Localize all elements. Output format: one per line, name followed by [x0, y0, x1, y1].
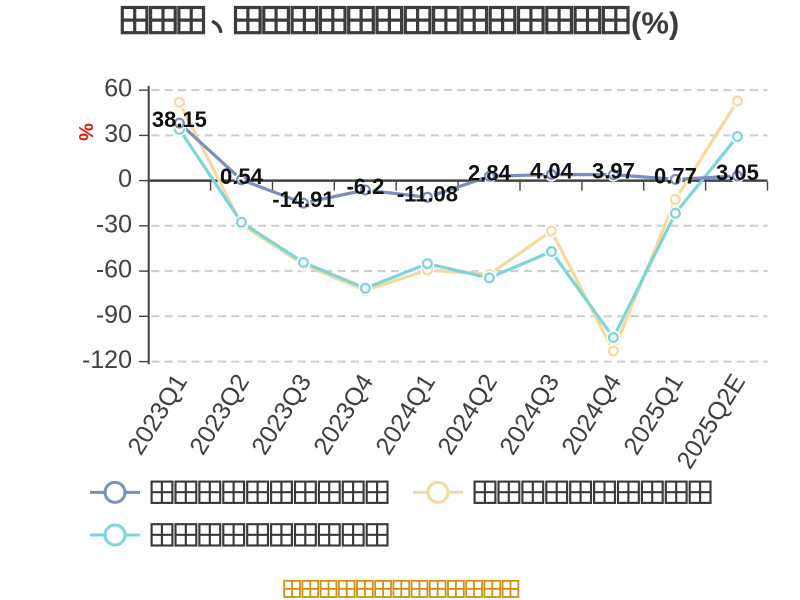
svg-text:2023Q2: 2023Q2 [184, 369, 255, 459]
svg-text:60: 60 [104, 75, 132, 103]
svg-text:(%): (%) [631, 6, 679, 41]
svg-text:0.54: 0.54 [220, 164, 264, 189]
svg-text:3.97: 3.97 [592, 159, 635, 184]
svg-text:0.77: 0.77 [654, 163, 697, 188]
svg-text:-30: -30 [96, 210, 132, 238]
svg-text:2023Q1: 2023Q1 [122, 369, 193, 459]
svg-text:-14.91: -14.91 [272, 187, 334, 212]
svg-text:38.15: 38.15 [152, 107, 207, 132]
svg-text:-6.2: -6.2 [346, 174, 384, 199]
svg-text:2023Q3: 2023Q3 [246, 369, 317, 459]
svg-text:0: 0 [118, 165, 132, 193]
svg-text:2023Q4: 2023Q4 [308, 369, 379, 459]
svg-text:%: % [74, 123, 96, 141]
svg-text:2024Q4: 2024Q4 [556, 369, 627, 459]
svg-text:2024Q2: 2024Q2 [432, 369, 503, 459]
svg-text:-11.08: -11.08 [397, 181, 458, 206]
svg-text:2024Q3: 2024Q3 [494, 369, 565, 459]
svg-text:-120: -120 [82, 346, 132, 374]
svg-text:4.04: 4.04 [530, 159, 574, 184]
svg-text:30: 30 [104, 120, 132, 148]
svg-text:-60: -60 [96, 256, 132, 284]
svg-text:2.84: 2.84 [468, 160, 512, 185]
svg-text:2024Q1: 2024Q1 [370, 369, 441, 459]
svg-text:-90: -90 [96, 301, 132, 329]
svg-text:3.05: 3.05 [716, 160, 759, 185]
